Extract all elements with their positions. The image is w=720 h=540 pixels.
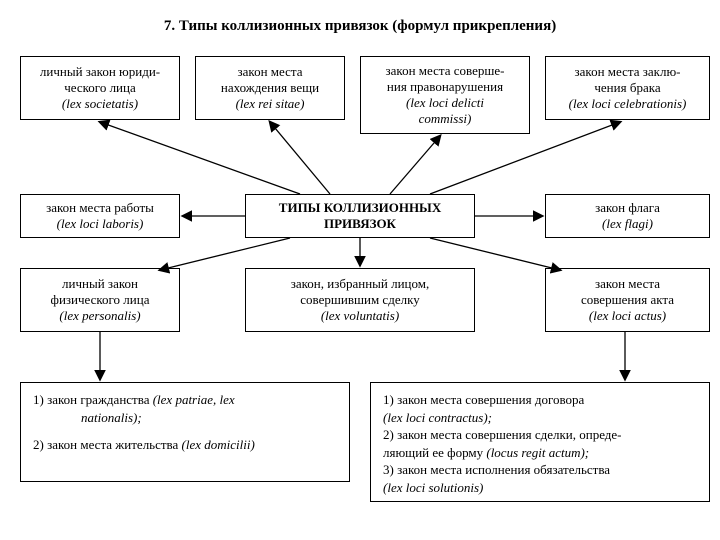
t: (lex loci delicti [406, 95, 484, 111]
t: закон места заклю- [575, 64, 681, 80]
t: (locus regit actum); [486, 445, 589, 460]
t: закон места [238, 64, 303, 80]
t: совершения акта [581, 292, 674, 308]
t: закон места работы [46, 200, 154, 216]
t: физического лица [51, 292, 150, 308]
t: (lex loci laboris) [57, 216, 144, 232]
bl-line: 1) закон гражданства (lex patriae, lex [33, 391, 337, 409]
br-line: 1) закон места совершения договора [383, 391, 697, 409]
box-lex-loci-delicti: закон места соверше- ния правонарушения … [360, 56, 530, 134]
t: ческого лица [64, 80, 136, 96]
t: (lex patriae, lex [153, 392, 235, 407]
bl-line: nationalis); [33, 409, 337, 427]
diagram-title: 7. Типы коллизионных привязок (формул пр… [0, 18, 720, 35]
box-lex-flagi: закон флага (lex flagi) [545, 194, 710, 238]
t: (lex societatis) [62, 96, 138, 112]
t: закон места [595, 276, 660, 292]
t: закон, избранный лицом, [291, 276, 429, 292]
br-line: (lex loci contractus); [383, 409, 697, 427]
bottom-left-box: 1) закон гражданства (lex patriae, lex n… [20, 382, 350, 482]
box-lex-rei-sitae: закон места нахождения вещи (lex rei sit… [195, 56, 345, 120]
center-box: ТИПЫ КОЛЛИЗИОННЫХ ПРИВЯЗОК [245, 194, 475, 238]
t: 2) закон места жительства [33, 437, 182, 452]
t: закон места соверше- [386, 63, 505, 79]
t: nationalis); [81, 410, 142, 425]
t: нахождения вещи [221, 80, 319, 96]
bottom-right-box: 1) закон места совершения договора (lex … [370, 382, 710, 502]
t: (lex flagi) [602, 216, 653, 232]
t: личный закон [62, 276, 138, 292]
t: (lex rei sitae) [236, 96, 305, 112]
box-lex-loci-laboris: закон места работы (lex loci laboris) [20, 194, 180, 238]
box-lex-societatis: личный закон юриди- ческого лица (lex so… [20, 56, 180, 120]
br-line: (lex loci solutionis) [383, 479, 697, 497]
t: ляющий ее форму [383, 445, 486, 460]
box-lex-loci-actus: закон места совершения акта (lex loci ac… [545, 268, 710, 332]
bl-line: 2) закон места жительства (lex domicilii… [33, 436, 337, 454]
br-line: 2) закон места совершения сделки, опреде… [383, 426, 697, 444]
box-lex-personalis: личный закон физического лица (lex perso… [20, 268, 180, 332]
br-line: 3) закон места исполнения обязательства [383, 461, 697, 479]
t: (lex domicilii) [182, 437, 255, 452]
box-lex-voluntatis: закон, избранный лицом, совершившим сдел… [245, 268, 475, 332]
t: закон флага [595, 200, 660, 216]
spacer [33, 426, 337, 436]
center-label: ТИПЫ КОЛЛИЗИОННЫХ ПРИВЯЗОК [252, 200, 468, 233]
t: (lex loci actus) [589, 308, 666, 324]
t: commissi) [419, 111, 472, 127]
t: (lex personalis) [59, 308, 140, 324]
t: чения брака [594, 80, 660, 96]
t: ния правонарушения [387, 79, 503, 95]
t: личный закон юриди- [40, 64, 160, 80]
t: (lex voluntatis) [321, 308, 399, 324]
t: 1) закон гражданства [33, 392, 153, 407]
box-lex-loci-celebrationis: закон места заклю- чения брака (lex loci… [545, 56, 710, 120]
t: (lex loci celebrationis) [569, 96, 687, 112]
t: совершившим сделку [300, 292, 419, 308]
br-line: ляющий ее форму (locus regit actum); [383, 444, 697, 462]
